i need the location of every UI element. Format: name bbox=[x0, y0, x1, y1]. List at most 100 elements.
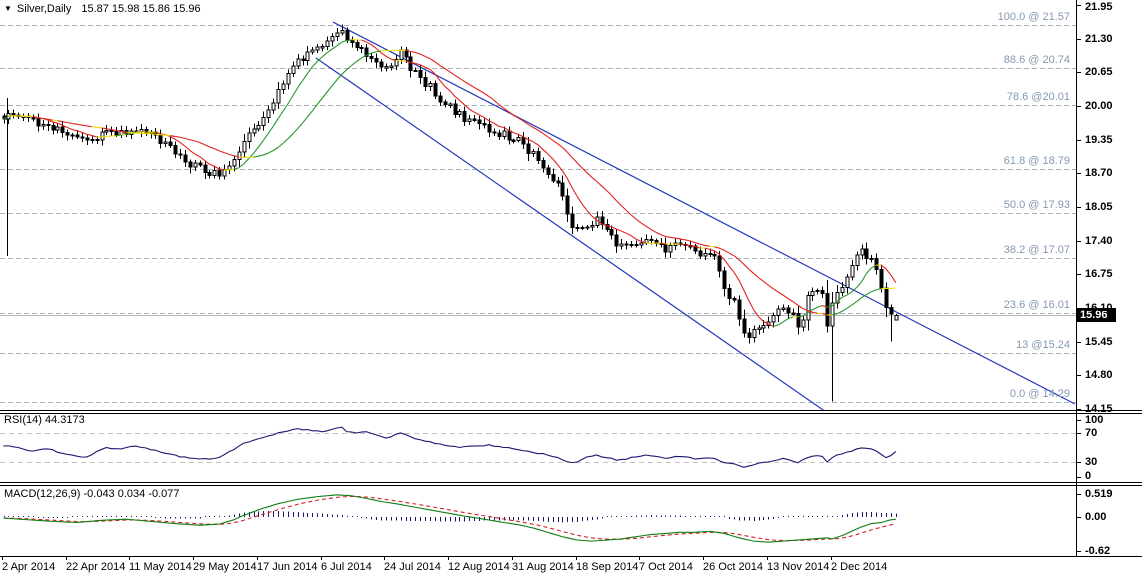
ma-slow-segment bbox=[424, 55, 431, 60]
candle-bull bbox=[261, 116, 266, 126]
ma-slow-segment bbox=[503, 107, 509, 113]
candle-bear bbox=[747, 332, 752, 338]
ma-fast-segment bbox=[125, 132, 132, 135]
ma-slow-segment bbox=[336, 73, 343, 81]
ma-fast-segment bbox=[292, 87, 299, 97]
ma-slow-segment bbox=[571, 157, 578, 164]
ma-fast-segment bbox=[861, 273, 867, 283]
ma-fast-segment bbox=[748, 300, 755, 310]
candle-bull bbox=[840, 287, 845, 293]
candle-bear bbox=[301, 58, 306, 62]
ma-fast-segment bbox=[782, 318, 789, 323]
ma-slow-segment bbox=[62, 121, 68, 124]
candle-bear bbox=[80, 136, 85, 139]
ma-fast-segment bbox=[660, 242, 666, 245]
ma-fast-segment bbox=[621, 230, 627, 234]
candle-bear bbox=[879, 269, 884, 289]
candle-bear bbox=[203, 164, 208, 173]
ma-slow-segment bbox=[890, 287, 896, 290]
ma-fast-segment bbox=[557, 164, 563, 172]
ma-fast-segment bbox=[743, 289, 750, 301]
ma-slow-segment bbox=[454, 74, 460, 79]
ma-slow-segment bbox=[753, 273, 759, 279]
candle-bull bbox=[252, 128, 257, 134]
ma-slow-segment bbox=[86, 125, 92, 128]
candle-bear bbox=[546, 167, 551, 176]
ma-fast-segment bbox=[625, 232, 632, 237]
ma-fast-segment bbox=[336, 41, 343, 47]
ma-fast-segment bbox=[361, 39, 367, 43]
ma-slow-segment bbox=[111, 129, 117, 132]
candle-bull bbox=[668, 244, 673, 253]
ma-slow-segment bbox=[459, 77, 465, 82]
candle-bull bbox=[752, 328, 757, 338]
ma-fast-segment bbox=[483, 116, 490, 122]
ma-fast-segment bbox=[616, 228, 622, 232]
candle-bull bbox=[41, 123, 46, 127]
candle-bear bbox=[614, 234, 619, 247]
ma-slow-segment bbox=[67, 122, 73, 124]
candle-bear bbox=[791, 312, 796, 315]
ma-slow-segment bbox=[439, 64, 446, 70]
date-tick-label: 18 Sep 2014 bbox=[576, 561, 639, 573]
candle-bear bbox=[51, 125, 56, 131]
candle-bear bbox=[874, 257, 879, 271]
ma-fast-segment bbox=[375, 47, 382, 54]
candle-bear bbox=[560, 182, 565, 197]
ma-fast-segment bbox=[101, 135, 107, 138]
ma-slow-segment bbox=[175, 135, 181, 138]
price-tick-label: 14.80 bbox=[1085, 369, 1113, 381]
ma-fast-segment bbox=[493, 122, 499, 127]
candle-bull bbox=[286, 72, 291, 85]
candle-bear bbox=[825, 293, 830, 327]
candle-bull bbox=[296, 58, 301, 67]
candle-bull bbox=[310, 49, 315, 53]
candle-bull bbox=[894, 314, 899, 321]
candle-bull bbox=[237, 151, 242, 161]
ma-slow-segment bbox=[263, 152, 269, 156]
candle-bull bbox=[104, 130, 109, 133]
candle-bear bbox=[541, 159, 546, 169]
ma-fast-segment bbox=[91, 134, 97, 138]
ma-slow-segment bbox=[670, 236, 676, 239]
ma-slow-segment bbox=[81, 124, 87, 127]
ma-fast-segment bbox=[370, 44, 377, 49]
ma-fast-segment bbox=[478, 114, 485, 118]
ma-slow-segment bbox=[449, 71, 455, 76]
candle-bear bbox=[413, 69, 418, 72]
candle-bear bbox=[453, 103, 458, 116]
ma-slow-segment bbox=[841, 307, 848, 312]
rsi-tick-label: 30 bbox=[1085, 456, 1098, 468]
fib-level-label: 100.0 @ 21.57 bbox=[997, 11, 1070, 23]
ma-slow-segment bbox=[268, 150, 274, 154]
ma-fast-segment bbox=[331, 45, 338, 50]
symbol-title-bar[interactable]: ▼ Silver,Daily 15.87 15.98 15.86 15.96 bbox=[4, 3, 201, 15]
candle-bear bbox=[11, 112, 16, 116]
symbol-label: Silver,Daily bbox=[16, 3, 72, 15]
ma-slow-segment bbox=[282, 138, 289, 144]
candle-bull bbox=[781, 307, 786, 310]
candle-bear bbox=[198, 162, 203, 166]
ma-fast-segment bbox=[238, 163, 245, 169]
ma-fast-segment bbox=[57, 122, 63, 126]
candle-bull bbox=[835, 291, 840, 304]
ma-slow-segment bbox=[547, 136, 553, 141]
ma-fast-segment bbox=[194, 153, 200, 158]
symbol-dropdown-icon[interactable]: ▼ bbox=[4, 4, 12, 13]
candle-bull bbox=[703, 252, 708, 257]
ma-slow-segment bbox=[871, 289, 877, 293]
candle-bear bbox=[507, 130, 512, 141]
ma-fast-segment bbox=[728, 265, 735, 273]
macd-name: MACD(12,26,9) bbox=[4, 488, 81, 500]
ma-fast-segment bbox=[753, 309, 760, 318]
price-tick-label: 20.65 bbox=[1085, 66, 1113, 78]
ma-slow-segment bbox=[675, 237, 681, 240]
candle-bull bbox=[428, 83, 433, 87]
candle-bull bbox=[860, 248, 865, 256]
ma-slow-segment bbox=[209, 146, 215, 150]
ma-slow-segment bbox=[763, 280, 769, 286]
ma-fast-segment bbox=[121, 133, 127, 136]
candle-bull bbox=[90, 139, 95, 142]
candle-bear bbox=[864, 248, 869, 259]
